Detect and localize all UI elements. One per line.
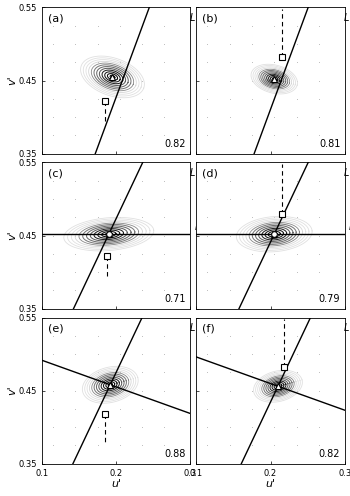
Text: $P$: $P$ [194, 220, 202, 232]
Text: (e): (e) [48, 323, 64, 333]
Text: $L$: $L$ [189, 11, 196, 23]
Text: 0.71: 0.71 [164, 294, 186, 305]
Text: $P$: $P$ [349, 220, 350, 232]
X-axis label: u': u' [111, 479, 121, 489]
Text: (d): (d) [202, 168, 218, 179]
Y-axis label: v': v' [7, 231, 17, 241]
Text: $L$: $L$ [343, 321, 350, 333]
Text: $L$: $L$ [189, 166, 196, 178]
Text: $L$: $L$ [189, 321, 196, 333]
Text: (a): (a) [48, 13, 64, 23]
Text: (c): (c) [48, 168, 63, 179]
Text: 0.88: 0.88 [164, 449, 186, 459]
Y-axis label: v': v' [7, 386, 17, 395]
Text: 0.82: 0.82 [164, 139, 186, 149]
X-axis label: u': u' [266, 479, 275, 489]
Text: (b): (b) [202, 13, 218, 23]
Text: $L$: $L$ [343, 166, 350, 178]
Text: (f): (f) [202, 323, 215, 333]
Text: 0.79: 0.79 [319, 294, 340, 305]
Text: 0.81: 0.81 [319, 139, 340, 149]
Text: 0.82: 0.82 [319, 449, 340, 459]
Text: $L$: $L$ [343, 11, 350, 23]
Y-axis label: v': v' [7, 76, 17, 85]
